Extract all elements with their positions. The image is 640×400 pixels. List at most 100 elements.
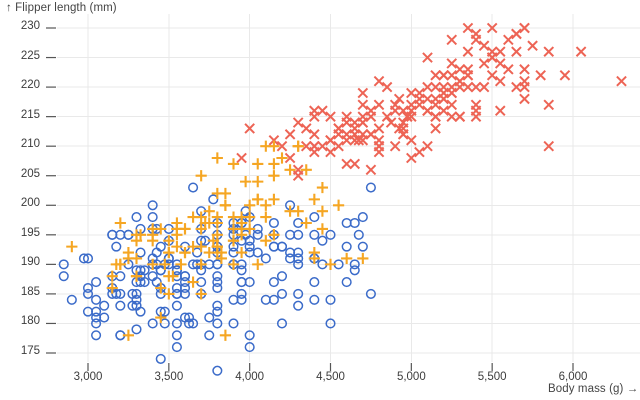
data-point [58, 259, 69, 270]
data-point [486, 69, 498, 81]
data-point [175, 258, 187, 270]
data-point [171, 330, 182, 341]
data-point [511, 81, 522, 93]
data-point [163, 235, 175, 247]
data-point [91, 330, 102, 341]
data-point [268, 134, 280, 146]
data-point [252, 158, 264, 170]
data-point [316, 181, 329, 194]
data-point [353, 134, 365, 146]
x-tick-label: 5,500 [477, 371, 507, 383]
y-tick-label: 205 [20, 167, 40, 180]
data-point [438, 105, 449, 117]
data-point [300, 123, 312, 134]
data-point [349, 134, 361, 146]
data-point [309, 277, 320, 288]
data-point [212, 306, 223, 317]
data-point [268, 277, 279, 288]
data-point [260, 211, 272, 223]
data-point [147, 318, 158, 329]
data-point [268, 158, 280, 170]
data-point [357, 99, 369, 111]
data-point [332, 199, 345, 211]
y-axis-title: ↑ Flipper length (mm) [6, 2, 117, 14]
data-point [268, 217, 279, 229]
data-point [293, 288, 304, 299]
data-point [212, 365, 223, 376]
data-point [147, 258, 159, 270]
data-point [309, 229, 320, 240]
data-point [430, 81, 441, 93]
data-point [284, 129, 296, 140]
data-point [316, 205, 329, 217]
data-point [122, 252, 135, 265]
data-point [414, 99, 425, 111]
data-point [308, 193, 320, 205]
data-point [486, 52, 498, 63]
data-point [155, 282, 167, 294]
data-point [244, 277, 255, 288]
series-plus [66, 140, 369, 341]
data-point [543, 46, 555, 57]
data-point [244, 199, 256, 211]
x-tick-label: 4,500 [316, 371, 345, 383]
data-point [187, 276, 199, 288]
data-point [131, 324, 142, 335]
data-point [406, 134, 417, 146]
data-point [212, 271, 223, 282]
data-point [519, 81, 530, 93]
data-points [58, 22, 627, 376]
data-point [575, 46, 587, 57]
data-point [325, 111, 336, 122]
data-point [293, 300, 304, 311]
data-point [268, 241, 279, 252]
data-point [203, 205, 215, 217]
data-point [107, 229, 118, 240]
data-point [333, 140, 344, 152]
data-point [309, 294, 320, 305]
data-point [163, 288, 175, 300]
data-point [373, 75, 385, 87]
data-point [91, 277, 102, 288]
data-point [393, 123, 405, 134]
data-point [171, 265, 182, 276]
data-point [478, 58, 490, 69]
data-point [309, 129, 320, 140]
data-point [195, 170, 207, 182]
data-point [454, 64, 466, 75]
data-point [381, 111, 393, 122]
data-point [462, 22, 474, 34]
data-point [276, 318, 288, 329]
data-point [78, 253, 90, 264]
y-tick-label: 225 [20, 49, 40, 62]
y-tick-label: 195 [20, 226, 40, 239]
data-point [357, 87, 369, 99]
data-point [317, 140, 328, 152]
data-point [406, 111, 417, 122]
data-point [188, 182, 199, 193]
data-point [300, 140, 312, 152]
data-point [114, 217, 126, 229]
data-point [422, 93, 433, 105]
data-point [414, 87, 425, 99]
tick-marks [46, 27, 574, 371]
data-point [208, 194, 219, 205]
data-point [349, 158, 361, 170]
data-point [446, 87, 458, 99]
data-point [82, 282, 94, 294]
data-point [357, 117, 369, 128]
data-point [397, 129, 409, 140]
y-tick-label: 215 [20, 108, 40, 121]
data-point [365, 105, 377, 117]
series-cross [236, 22, 627, 182]
x-tick-label: 4,000 [235, 371, 265, 383]
x-tick-label: 3,500 [154, 371, 184, 383]
data-point [252, 229, 263, 240]
data-point [227, 235, 240, 247]
data-point [159, 258, 171, 270]
data-point [211, 241, 223, 253]
data-point [511, 28, 522, 40]
data-point [131, 288, 142, 299]
data-point [276, 152, 288, 164]
